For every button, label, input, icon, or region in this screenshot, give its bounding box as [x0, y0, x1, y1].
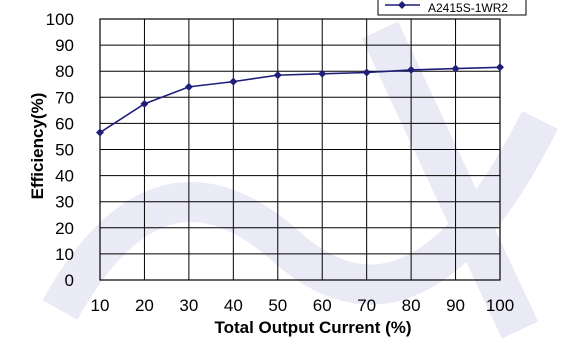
series-line: [99, 66, 501, 134]
y-tick-label: 0: [65, 271, 74, 290]
y-tick-label: 50: [55, 141, 74, 160]
x-tick-label: 80: [402, 296, 421, 315]
y-tick-label: 20: [55, 219, 74, 238]
y-tick-label: 90: [55, 36, 74, 55]
data-point: [407, 65, 416, 74]
data-point: [229, 77, 238, 86]
data-point: [273, 71, 282, 80]
legend-label: A2415S-1WR2: [428, 1, 508, 15]
x-tick-label: 30: [179, 296, 198, 315]
legend-box: [377, 0, 527, 16]
x-tick-label: 50: [268, 296, 287, 315]
legend-marker: [398, 1, 406, 9]
y-axis-title: Efficiency(%): [28, 93, 47, 200]
x-tick-label: 10: [91, 296, 110, 315]
data-point: [184, 82, 193, 91]
x-axis-title: Total Output Current (%): [214, 318, 411, 337]
y-tick-label: 10: [55, 245, 74, 264]
legend: A2415S-1WR2: [377, 0, 527, 16]
data-point: [451, 64, 460, 73]
y-tick-label: 40: [55, 167, 74, 186]
x-tick-label: 100: [486, 296, 514, 315]
x-tick-label: 20: [135, 296, 154, 315]
y-tick-label: 70: [55, 88, 74, 107]
x-tick-label: 90: [446, 296, 465, 315]
x-tick-label: 40: [224, 296, 243, 315]
y-tick-label: 30: [55, 193, 74, 212]
plot-frame: [99, 18, 501, 281]
y-tick-label: 100: [46, 10, 74, 29]
data-point: [362, 68, 371, 77]
x-tick-labels: 10 20 30 40 50 60 70 80 90 100: [91, 296, 515, 315]
series-layer: [96, 63, 504, 137]
data-point: [496, 63, 504, 72]
data-point: [318, 69, 327, 78]
y-tick-label: 80: [55, 62, 74, 81]
data-point: [140, 99, 149, 108]
y-tick-labels: 0 10 20 30 40 50 60 70 80 90 100: [46, 10, 74, 290]
x-tick-label: 70: [357, 296, 376, 315]
grid: [99, 18, 501, 281]
data-point: [96, 128, 104, 137]
x-tick-label: 60: [313, 296, 332, 315]
y-tick-label: 60: [55, 114, 74, 133]
